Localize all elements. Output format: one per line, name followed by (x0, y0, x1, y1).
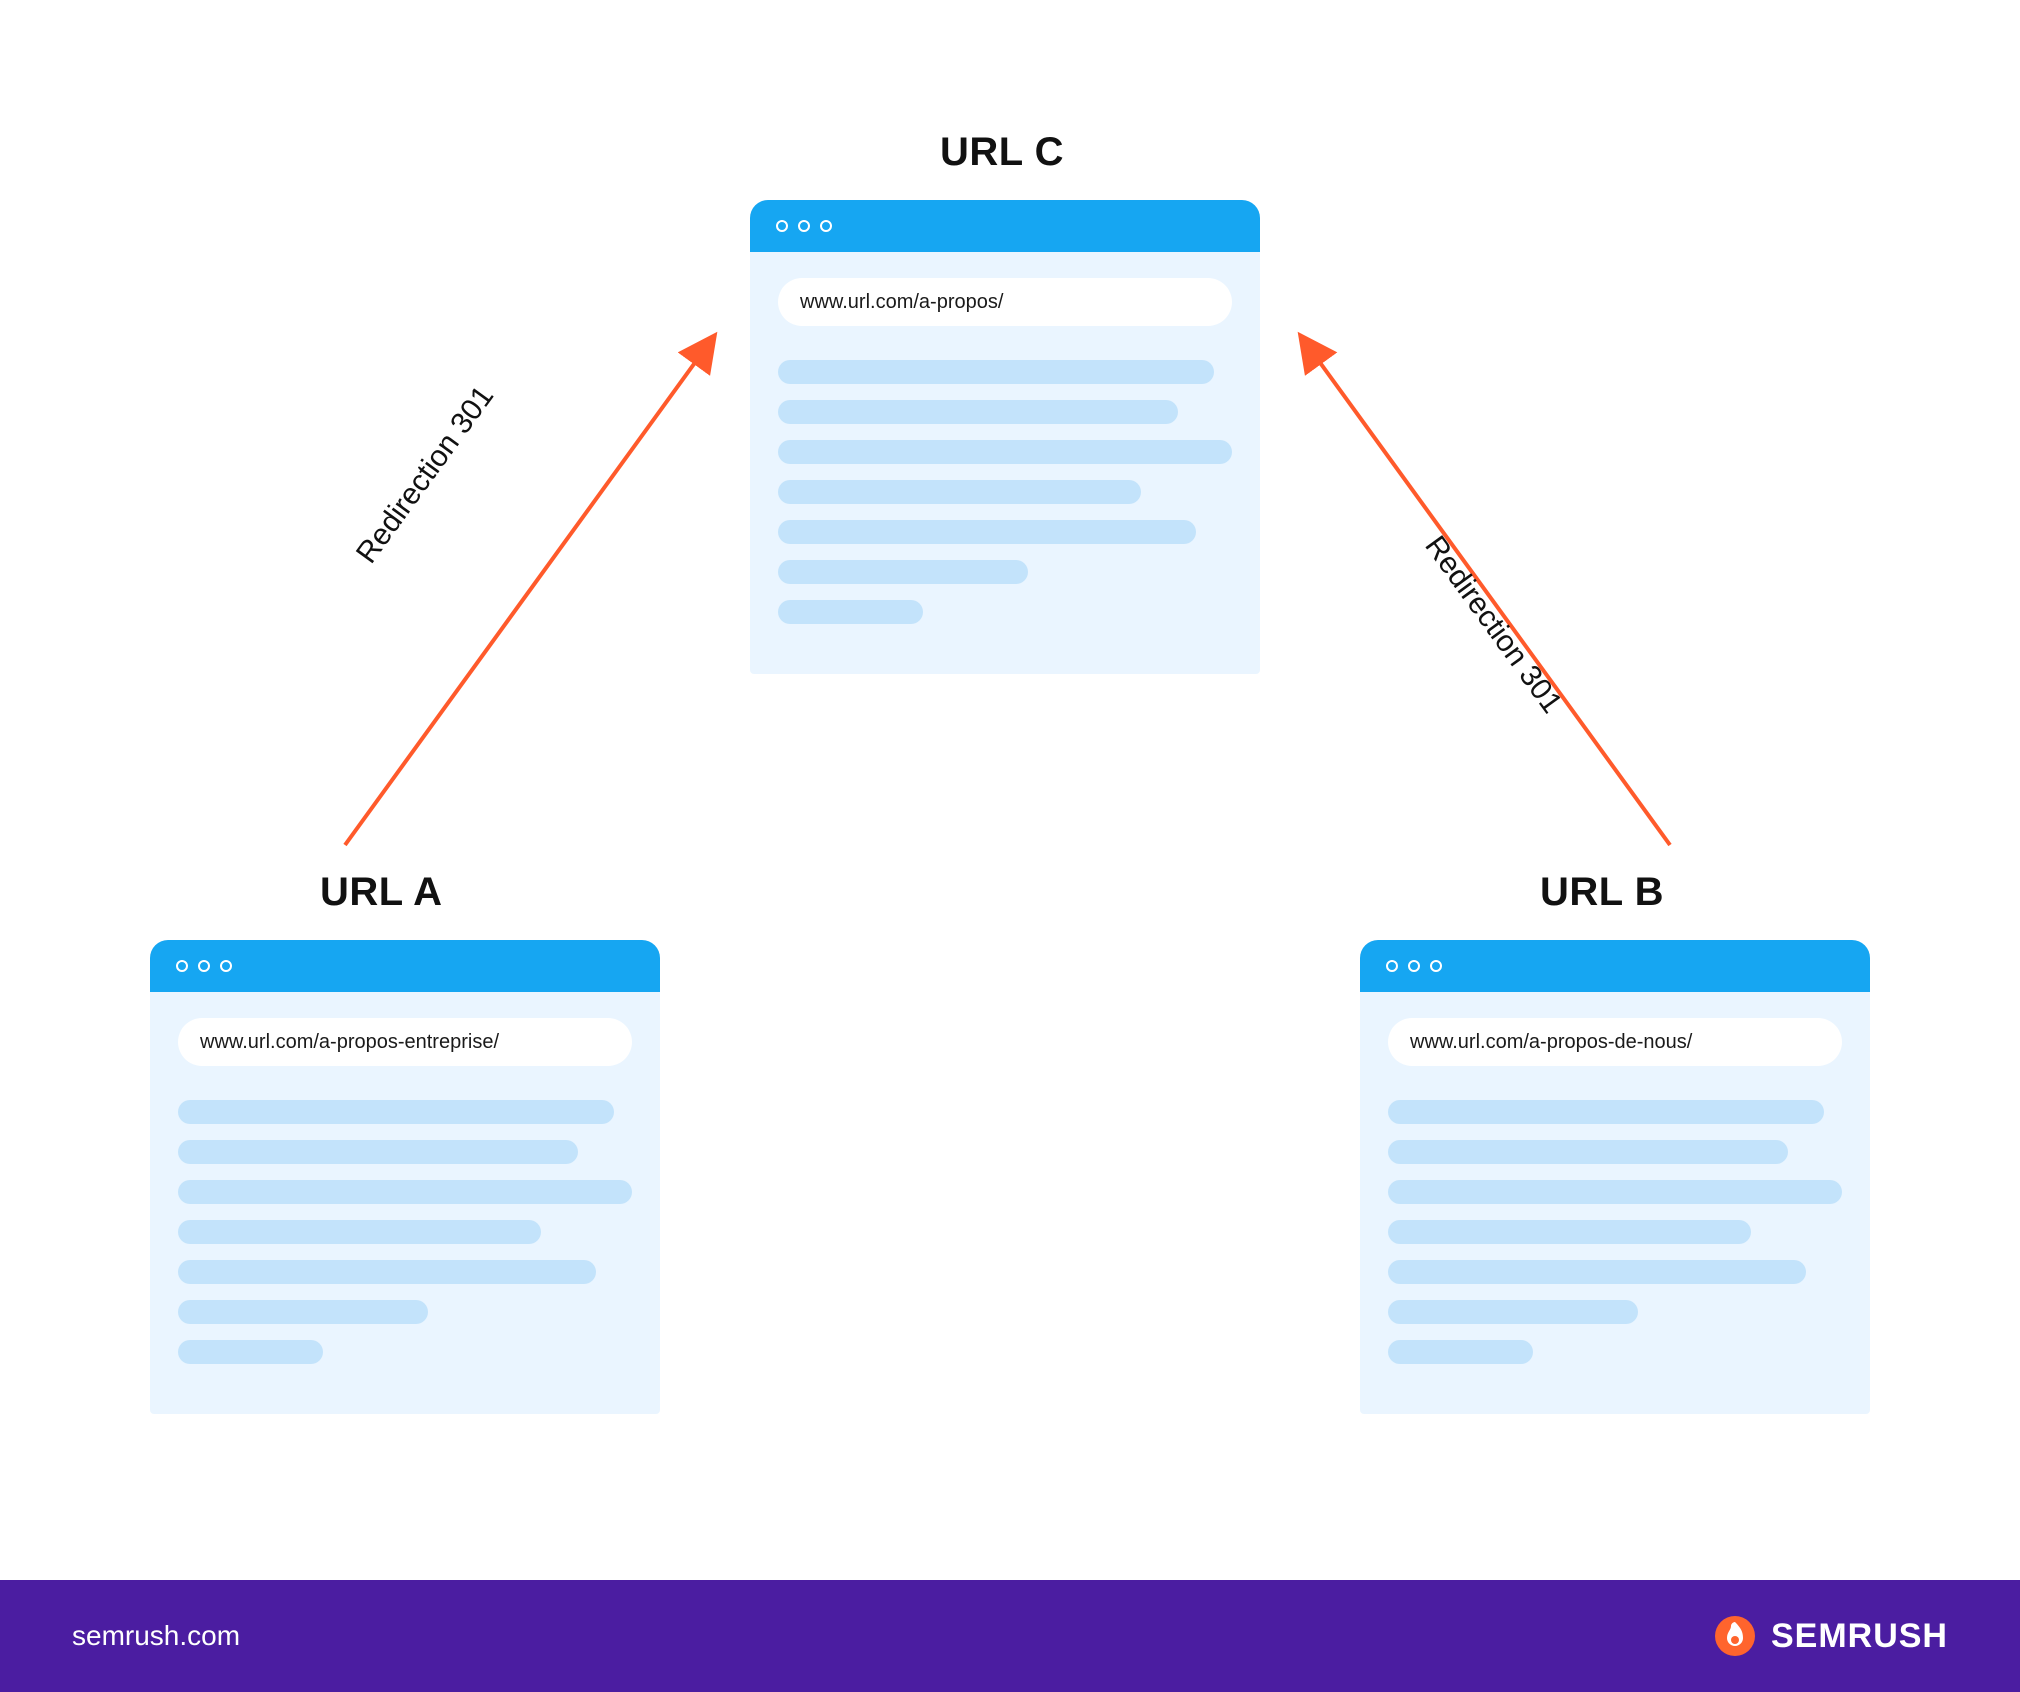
window-dot-icon (1408, 960, 1420, 972)
url-bar: www.url.com/a-propos-entreprise/ (178, 1018, 632, 1066)
content-line (778, 480, 1141, 504)
window-dot-icon (198, 960, 210, 972)
content-line (1388, 1100, 1824, 1124)
window-dot-icon (776, 220, 788, 232)
url-bar: www.url.com/a-propos/ (778, 278, 1232, 326)
content-line (778, 520, 1196, 544)
window-dot-icon (220, 960, 232, 972)
diagram-canvas: URL C URL A URL B Redirection 301 Redire… (0, 0, 2020, 1580)
content-line (778, 360, 1214, 384)
flame-icon (1713, 1614, 1757, 1658)
content-line (778, 600, 923, 624)
url-bar: www.url.com/a-propos-de-nous/ (1388, 1018, 1842, 1066)
browser-url-a: www.url.com/a-propos-entreprise/ (150, 940, 660, 1414)
content-line (778, 440, 1232, 464)
window-dot-icon (176, 960, 188, 972)
content-line (1388, 1220, 1751, 1244)
window-dot-icon (798, 220, 810, 232)
content-line (1388, 1140, 1788, 1164)
content-line (178, 1140, 578, 1164)
brand-text: SEMRUSH (1771, 1617, 1948, 1656)
content-line (178, 1100, 614, 1124)
content-line (1388, 1180, 1842, 1204)
content-line (178, 1180, 632, 1204)
browser-titlebar (1360, 940, 1870, 992)
content-line (1388, 1260, 1806, 1284)
footer-bar: semrush.com SEMRUSH (0, 1580, 2020, 1692)
browser-titlebar (150, 940, 660, 992)
content-line (1388, 1340, 1533, 1364)
content-line (778, 400, 1178, 424)
brand-logo: SEMRUSH (1713, 1614, 1948, 1658)
content-line (178, 1340, 323, 1364)
window-dot-icon (820, 220, 832, 232)
content-line (178, 1220, 541, 1244)
browser-url-b: www.url.com/a-propos-de-nous/ (1360, 940, 1870, 1414)
content-line (778, 560, 1028, 584)
browser-body: www.url.com/a-propos-entreprise/ (150, 992, 660, 1414)
browser-titlebar (750, 200, 1260, 252)
content-line (1388, 1300, 1638, 1324)
footer-site: semrush.com (72, 1620, 240, 1652)
window-dot-icon (1386, 960, 1398, 972)
browser-body: www.url.com/a-propos-de-nous/ (1360, 992, 1870, 1414)
browser-url-c: www.url.com/a-propos/ (750, 200, 1260, 674)
content-line (178, 1260, 596, 1284)
content-line (178, 1300, 428, 1324)
window-dot-icon (1430, 960, 1442, 972)
browser-body: www.url.com/a-propos/ (750, 252, 1260, 674)
